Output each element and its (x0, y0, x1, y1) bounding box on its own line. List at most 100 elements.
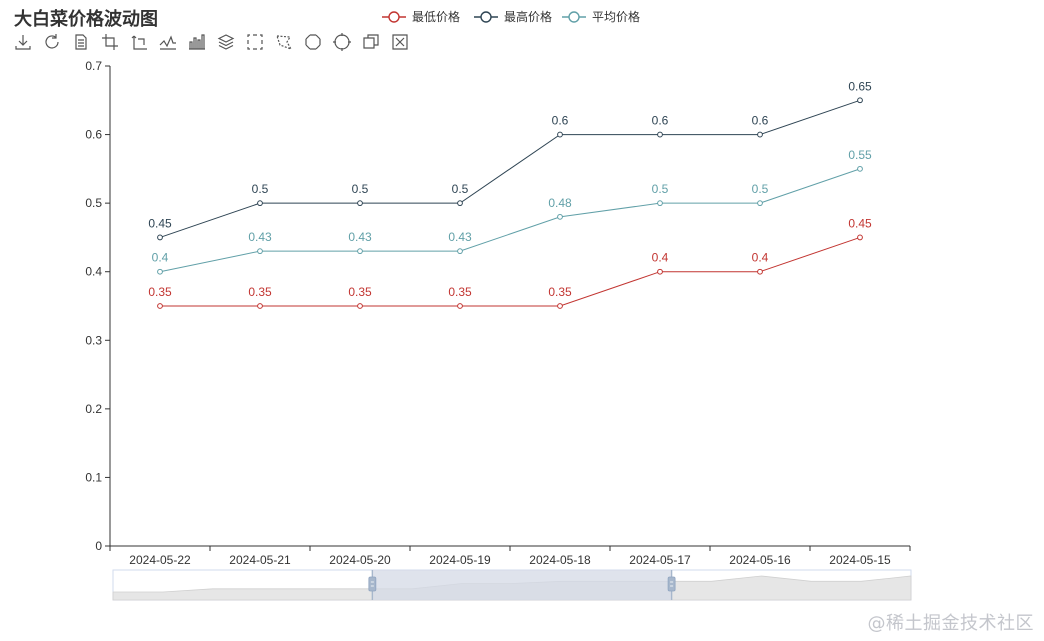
data-label: 0.43 (448, 230, 472, 244)
clear-select-icon[interactable] (333, 33, 351, 51)
crop-icon[interactable] (101, 33, 119, 51)
data-point[interactable] (757, 131, 763, 138)
data-point[interactable] (157, 234, 163, 241)
series-layer (157, 97, 863, 309)
data-point[interactable] (357, 303, 363, 309)
data-label: 0.5 (352, 182, 369, 196)
y-tick-label: 0 (95, 539, 102, 553)
toolbox (14, 33, 409, 51)
data-point[interactable] (257, 303, 263, 309)
data-point[interactable] (557, 131, 563, 138)
data-point[interactable] (657, 200, 663, 207)
data-label: 0.65 (848, 79, 872, 93)
data-label: 0.43 (248, 230, 272, 244)
x-tick-label: 2024-05-21 (229, 553, 291, 567)
page-title: 大白菜价格波动图 (14, 9, 158, 29)
data-label: 0.35 (248, 285, 272, 299)
y-tick-label: 0.2 (85, 402, 102, 416)
legend-label: 最低价格 (412, 9, 460, 24)
bar-chart-icon[interactable] (188, 33, 206, 51)
data-label: 0.45 (848, 216, 872, 230)
data-point[interactable] (457, 303, 463, 309)
data-point[interactable] (857, 234, 863, 241)
datazoom-handle-grip (368, 576, 377, 592)
legend-marker (480, 11, 492, 23)
x-tick-label: 2024-05-17 (629, 553, 691, 567)
series (157, 234, 863, 309)
legend-marker (388, 11, 400, 23)
data-point[interactable] (157, 268, 163, 275)
x-tick-label: 2024-05-18 (529, 553, 591, 567)
data-point[interactable] (657, 131, 663, 138)
x-tick-label: 2024-05-20 (329, 553, 391, 567)
data-label: 0.43 (348, 230, 372, 244)
series (157, 97, 863, 241)
y-tick-label: 0.4 (85, 265, 102, 279)
data-view-icon[interactable] (72, 33, 90, 51)
data-label: 0.45 (148, 216, 172, 230)
datazoom-selected-range[interactable] (372, 570, 672, 600)
keep-select-icon[interactable] (304, 33, 322, 51)
data-label: 0.5 (452, 182, 469, 196)
data-label: 0.6 (552, 114, 569, 128)
data-labels-layer: 0.35 0.35 0.35 0.35 0.35 0.4 0.4 0.45 0.45 0.5 0.5… (148, 79, 872, 299)
legend-label: 最高价格 (504, 9, 552, 24)
legend-item[interactable]: 最高价格 (474, 9, 552, 24)
crop-reset-icon[interactable] (130, 33, 148, 51)
x-axis: 2024-05-22 2024-05-21 2024-05-20 2024-05-19… (109, 545, 911, 567)
data-label: 0.35 (348, 285, 372, 299)
legend: 最低价格 最高价格 平均价格 (382, 9, 640, 24)
rect-select-icon[interactable] (246, 33, 264, 51)
legend-label: 平均价格 (592, 9, 640, 24)
data-point[interactable] (857, 97, 863, 104)
series-line (159, 99, 861, 238)
y-tick-label: 0.6 (85, 128, 102, 142)
data-label: 0.55 (848, 148, 872, 162)
data-point[interactable] (857, 165, 863, 172)
datazoom-handle[interactable] (368, 570, 377, 600)
download-icon[interactable] (14, 33, 32, 51)
series-line (159, 168, 861, 273)
data-point[interactable] (557, 213, 563, 220)
data-point[interactable] (557, 303, 563, 309)
data-label: 0.35 (148, 285, 172, 299)
data-label: 0.5 (752, 182, 769, 196)
data-point[interactable] (157, 303, 163, 309)
stack-icon[interactable] (217, 33, 235, 51)
line-chart-icon[interactable] (159, 33, 177, 51)
polygon-select-icon[interactable] (275, 33, 293, 51)
legend-marker (568, 11, 580, 23)
y-tick-label: 0.1 (85, 470, 102, 484)
data-point[interactable] (257, 200, 263, 207)
datazoom-slider[interactable] (112, 569, 912, 601)
zoom-icon[interactable] (362, 33, 380, 51)
data-point[interactable] (357, 200, 363, 207)
datazoom-handle[interactable] (667, 570, 676, 600)
y-tick-label: 0.3 (85, 333, 102, 347)
x-tick-label: 2024-05-19 (429, 553, 491, 567)
data-point[interactable] (457, 200, 463, 207)
series-line (160, 236, 861, 307)
data-point[interactable] (757, 268, 763, 275)
data-label: 0.4 (152, 251, 169, 265)
x-tick-label: 2024-05-15 (829, 553, 891, 567)
data-point[interactable] (657, 268, 663, 275)
legend-item[interactable]: 平均价格 (562, 9, 640, 24)
data-label: 0.5 (252, 182, 269, 196)
watermark: @稀土掘金技术社区 (867, 613, 1034, 634)
data-label: 0.48 (548, 196, 572, 210)
data-label: 0.35 (448, 285, 472, 299)
data-label: 0.5 (652, 182, 669, 196)
data-point[interactable] (257, 248, 263, 255)
data-label: 0.4 (652, 251, 669, 265)
refresh-icon[interactable] (43, 33, 61, 51)
data-label: 0.6 (652, 114, 669, 128)
x-tick-label: 2024-05-16 (729, 553, 791, 567)
data-point[interactable] (357, 248, 363, 255)
data-point[interactable] (757, 200, 763, 207)
legend-item[interactable]: 最低价格 (382, 9, 460, 24)
zoom-reset-icon[interactable] (391, 33, 409, 51)
data-point[interactable] (457, 248, 463, 255)
